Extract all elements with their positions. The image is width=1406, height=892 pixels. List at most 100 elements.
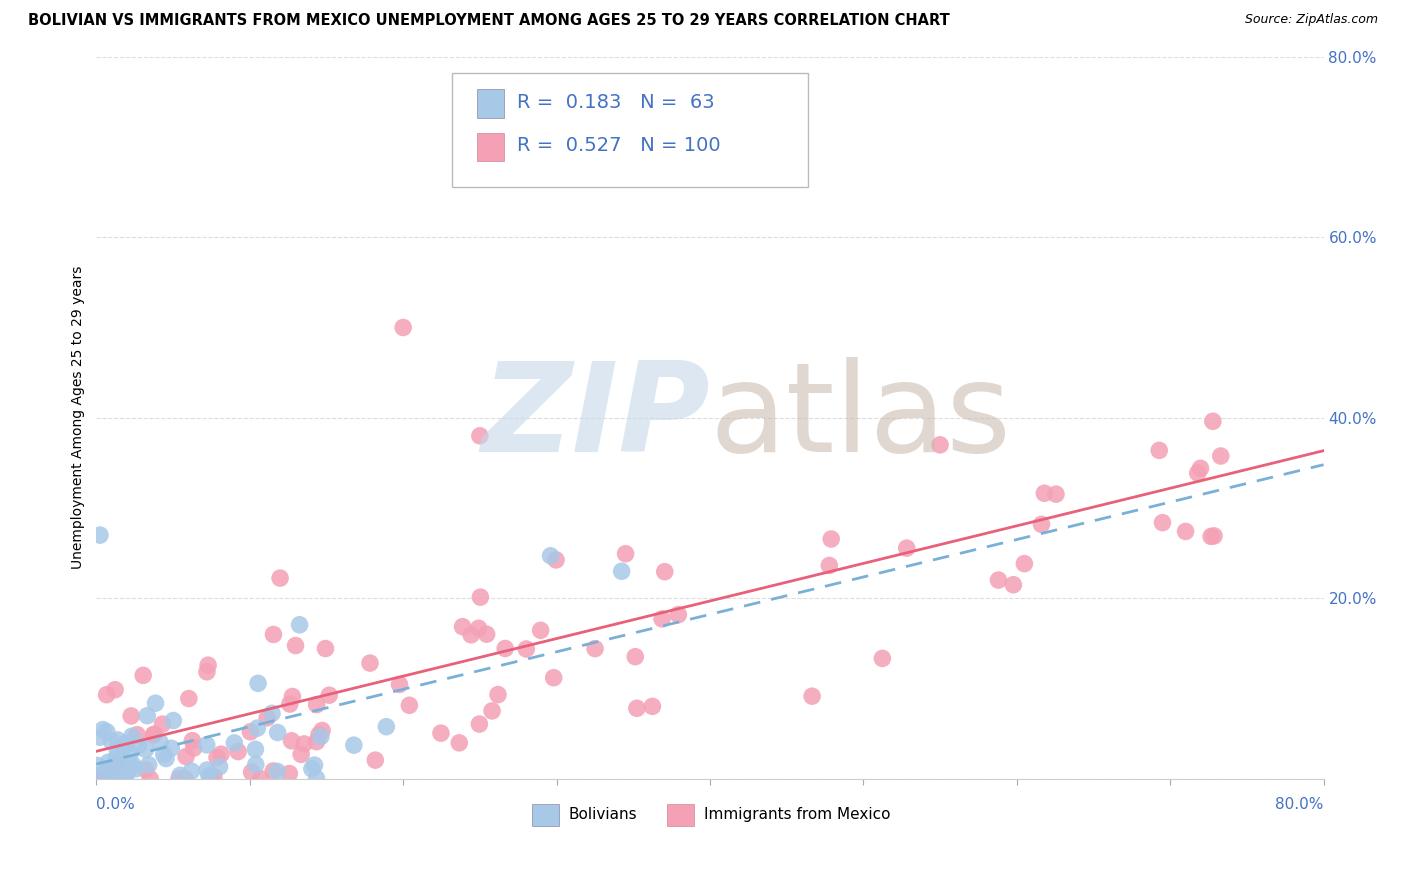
Point [139,772,162,786]
Point [896,541,918,555]
Point [820,532,842,546]
Point [115,736,138,750]
Point [155,751,177,765]
Point [124,762,146,776]
Point [142,728,165,742]
Point [200,772,222,786]
Point [117,757,139,772]
Point [392,320,415,334]
Point [530,624,553,638]
Point [801,689,824,703]
Point [202,770,225,784]
Point [224,736,246,750]
Point [388,677,411,691]
Text: ZIP: ZIP [481,358,710,478]
Point [540,549,562,563]
Point [105,751,128,765]
Point [288,617,311,632]
Point [610,564,633,578]
Point [114,739,136,754]
Point [651,612,673,626]
Point [152,717,174,731]
Point [112,768,135,782]
Point [301,762,323,776]
Point [117,764,139,779]
Point [269,571,291,585]
Point [481,704,503,718]
Point [120,709,142,723]
Point [86,772,108,786]
FancyBboxPatch shape [666,804,695,826]
Point [128,738,150,752]
Point [195,763,218,777]
Point [364,753,387,767]
Point [105,743,128,757]
Point [398,698,420,713]
Point [245,757,267,772]
Point [247,676,270,690]
Point [256,711,278,725]
Point [1202,414,1225,428]
Point [281,690,304,704]
Point [138,757,160,772]
Point [290,747,312,762]
Point [1187,466,1209,480]
Text: Source: ZipAtlas.com: Source: ZipAtlas.com [1244,13,1378,27]
FancyBboxPatch shape [453,72,808,186]
Point [89,528,111,542]
Point [91,723,114,737]
Text: atlas: atlas [710,358,1012,478]
Point [1204,529,1226,543]
Point [266,764,288,779]
Point [309,730,332,744]
Point [818,558,841,573]
Point [318,688,340,702]
Text: 80.0%: 80.0% [1275,797,1323,813]
Point [1149,443,1171,458]
Point [122,758,145,772]
Point [96,724,118,739]
Point [1174,524,1197,539]
Point [987,573,1010,587]
Point [1014,557,1036,571]
Text: Immigrants from Mexico: Immigrants from Mexico [704,807,890,822]
FancyBboxPatch shape [477,133,503,161]
Point [195,738,218,752]
Point [305,698,328,712]
Point [101,762,124,776]
Point [246,721,269,735]
Point [872,651,894,665]
Point [239,724,262,739]
Point [284,639,307,653]
Point [245,742,267,756]
FancyBboxPatch shape [477,89,503,118]
Point [114,771,136,785]
Point [136,708,159,723]
Point [654,565,676,579]
Point [104,682,127,697]
Point [468,429,491,443]
Point [177,691,200,706]
Point [292,737,315,751]
Point [262,764,284,778]
Point [308,728,330,742]
Point [112,759,135,773]
Point [468,717,491,731]
Point [87,772,110,786]
Point [174,749,197,764]
Point [127,728,149,742]
Point [89,768,111,782]
Point [475,627,498,641]
Point [311,723,333,738]
Point [96,772,118,786]
Point [1152,516,1174,530]
Point [626,701,648,715]
Point [135,763,157,777]
Point [260,706,283,721]
Point [544,553,567,567]
Point [195,665,218,679]
Point [614,547,637,561]
Point [449,736,471,750]
Point [666,607,689,622]
Point [96,688,118,702]
